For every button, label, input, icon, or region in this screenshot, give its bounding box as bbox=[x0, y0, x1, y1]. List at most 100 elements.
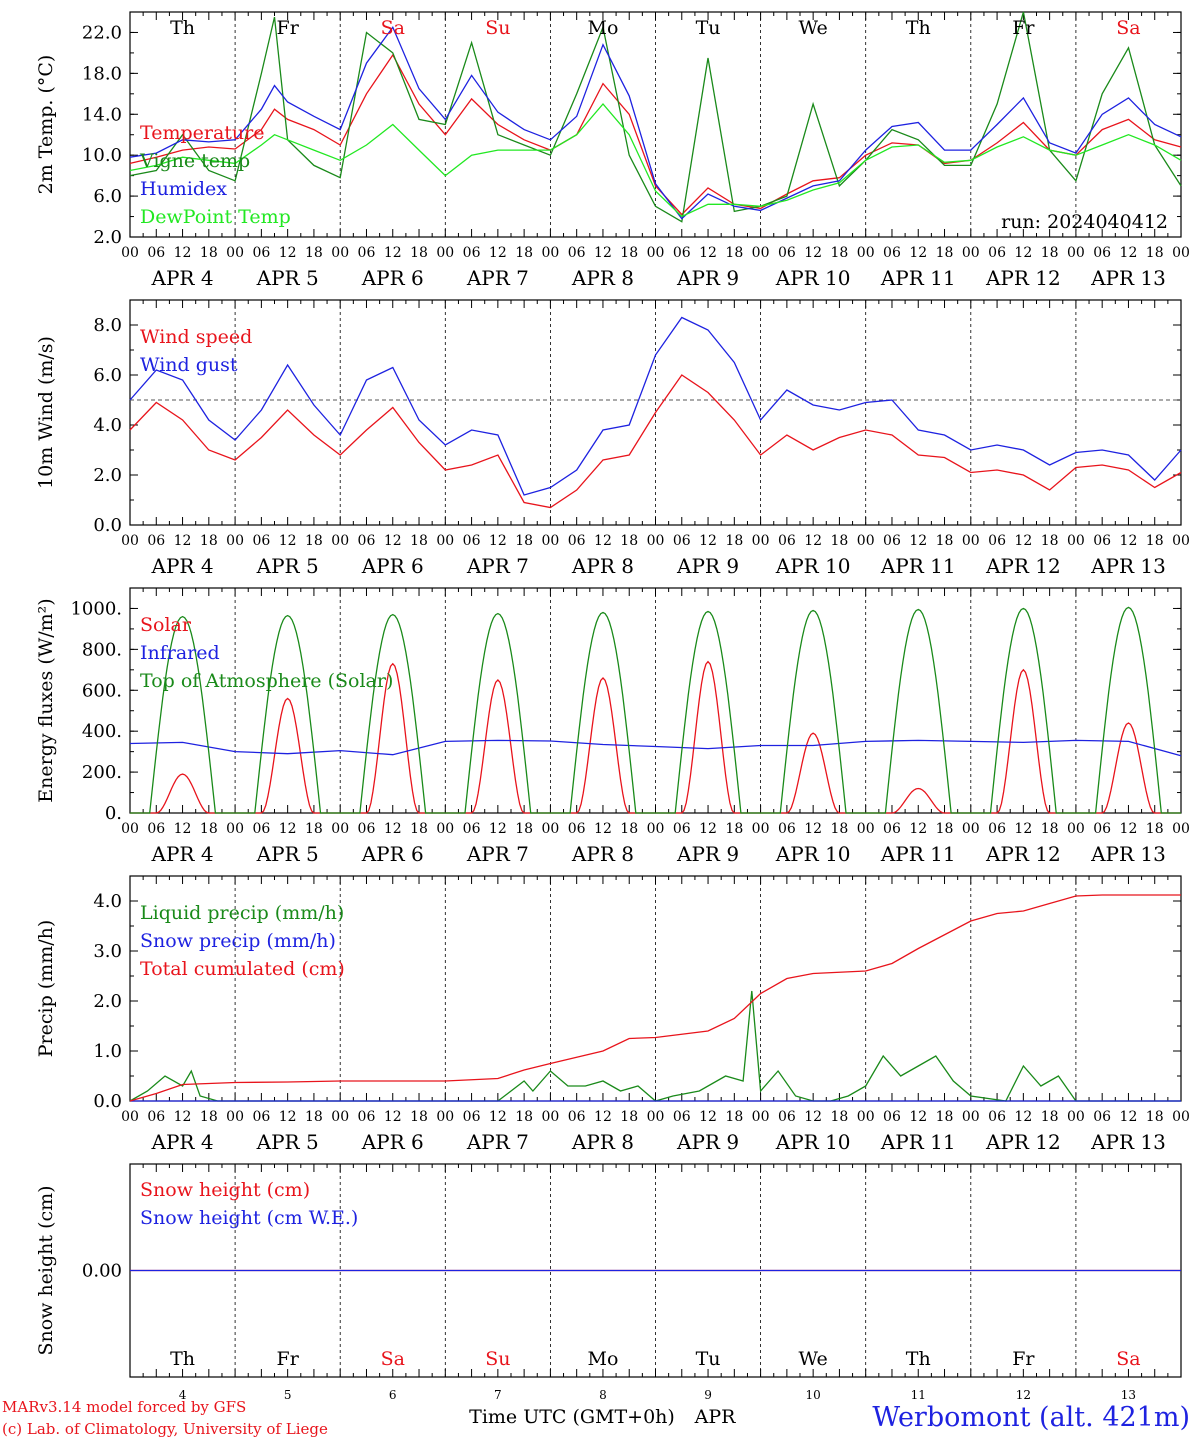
hour-tick-label: 18 bbox=[831, 533, 849, 549]
hour-tick-label: 00 bbox=[857, 1109, 875, 1125]
y-tick-label: 6.0 bbox=[93, 186, 122, 207]
hour-tick-label: 06 bbox=[358, 1109, 376, 1125]
hour-tick-label: 06 bbox=[778, 1109, 796, 1125]
day-number-label: 10 bbox=[806, 1388, 821, 1402]
hour-tick-label: 12 bbox=[594, 1109, 612, 1125]
hour-tick-label: 18 bbox=[936, 1109, 954, 1125]
hour-tick-label: 06 bbox=[673, 1109, 691, 1125]
hour-tick-label: 06 bbox=[252, 821, 270, 837]
hour-tick-label: 06 bbox=[358, 533, 376, 549]
y-tick-label: 2.0 bbox=[93, 227, 122, 248]
hour-tick-label: 12 bbox=[1014, 533, 1032, 549]
day-number-label: 13 bbox=[1121, 1388, 1136, 1402]
date-label: APR 7 bbox=[466, 842, 529, 866]
date-label: APR 4 bbox=[151, 266, 214, 290]
hour-tick-label: 18 bbox=[1041, 533, 1059, 549]
hour-tick-label: 12 bbox=[174, 821, 192, 837]
hour-tick-label: 00 bbox=[1172, 245, 1190, 261]
hour-tick-label: 00 bbox=[436, 533, 454, 549]
y-tick-label: 1000. bbox=[70, 598, 122, 619]
date-label: APR 5 bbox=[256, 554, 319, 578]
hour-tick-label: 18 bbox=[620, 245, 638, 261]
hour-tick-label: 00 bbox=[121, 821, 139, 837]
legend-entry: Humidex bbox=[140, 178, 227, 200]
hour-tick-label: 06 bbox=[463, 1109, 481, 1125]
hour-tick-label: 12 bbox=[279, 245, 297, 261]
hour-tick-label: 00 bbox=[436, 245, 454, 261]
legend-entry: Solar bbox=[140, 614, 192, 636]
date-label: APR 6 bbox=[361, 842, 424, 866]
date-label: APR 7 bbox=[466, 266, 529, 290]
hour-tick-label: 18 bbox=[1041, 1109, 1059, 1125]
hour-tick-label: 18 bbox=[1041, 821, 1059, 837]
hour-tick-label: 06 bbox=[778, 245, 796, 261]
hour-tick-label: 12 bbox=[699, 821, 717, 837]
weekday-label: Th bbox=[906, 1348, 931, 1370]
y-tick-label: 600. bbox=[82, 680, 122, 701]
hour-tick-label: 18 bbox=[200, 821, 218, 837]
hour-tick-label: 00 bbox=[1067, 245, 1085, 261]
day-number-label: 9 bbox=[704, 1388, 712, 1402]
weekday-label: Su bbox=[485, 1348, 510, 1370]
hour-tick-label: 18 bbox=[515, 821, 533, 837]
date-label: APR 5 bbox=[256, 1130, 319, 1154]
hour-tick-label: 12 bbox=[174, 533, 192, 549]
hour-tick-label: 12 bbox=[594, 821, 612, 837]
time-axis-label: Time UTC (GMT+0h) bbox=[469, 1406, 675, 1428]
y-tick-label: 1.0 bbox=[93, 1041, 122, 1062]
hour-tick-label: 18 bbox=[620, 1109, 638, 1125]
legend-entry: Wind gust bbox=[140, 354, 238, 376]
hour-tick-label: 00 bbox=[541, 1109, 559, 1125]
y-tick-label: 3.0 bbox=[93, 941, 122, 962]
hour-tick-label: 12 bbox=[489, 821, 507, 837]
hour-tick-label: 06 bbox=[883, 245, 901, 261]
hour-tick-label: 12 bbox=[1014, 245, 1032, 261]
hour-tick-label: 12 bbox=[699, 245, 717, 261]
hour-tick-label: 00 bbox=[121, 245, 139, 261]
run-label: run: 2024040412 bbox=[1001, 211, 1168, 233]
hour-tick-label: 12 bbox=[384, 533, 402, 549]
hour-tick-label: 18 bbox=[200, 245, 218, 261]
hour-tick-label: 06 bbox=[778, 821, 796, 837]
date-label: APR 8 bbox=[571, 554, 634, 578]
hour-tick-label: 06 bbox=[147, 821, 165, 837]
hour-tick-label: 12 bbox=[909, 245, 927, 261]
hour-tick-label: 18 bbox=[305, 821, 323, 837]
hour-tick-label: 00 bbox=[962, 821, 980, 837]
hour-tick-label: 12 bbox=[909, 1109, 927, 1125]
hour-tick-label: 06 bbox=[147, 1109, 165, 1125]
weekday-label: Fr bbox=[277, 1348, 300, 1370]
hour-tick-label: 06 bbox=[673, 533, 691, 549]
hour-tick-label: 12 bbox=[909, 821, 927, 837]
y-tick-label: 10.0 bbox=[82, 145, 122, 166]
date-label: APR 4 bbox=[151, 554, 214, 578]
y-tick-label: 8.0 bbox=[93, 315, 122, 336]
legend-entry: Top of Atmosphere (Solar) bbox=[140, 670, 393, 692]
series-line-dewpoint-temp bbox=[129, 102, 1182, 218]
series-line-vigne-temp bbox=[129, 11, 1182, 223]
hour-tick-label: 12 bbox=[699, 533, 717, 549]
hour-tick-label: 18 bbox=[831, 1109, 849, 1125]
hour-tick-label: 18 bbox=[305, 1109, 323, 1125]
y-tick-label: 22.0 bbox=[82, 22, 122, 43]
date-label: APR 10 bbox=[775, 1130, 851, 1154]
hour-tick-label: 00 bbox=[226, 245, 244, 261]
weekday-label: Tu bbox=[696, 1348, 721, 1370]
hour-tick-label: 12 bbox=[804, 821, 822, 837]
weekday-label: Su bbox=[485, 17, 510, 39]
weekday-label: Sa bbox=[1116, 17, 1140, 39]
hour-tick-label: 18 bbox=[305, 245, 323, 261]
weekday-label: We bbox=[799, 17, 828, 39]
hour-tick-label: 18 bbox=[515, 533, 533, 549]
hour-tick-label: 12 bbox=[1120, 1109, 1138, 1125]
date-label: APR 10 bbox=[775, 266, 851, 290]
date-label: APR 9 bbox=[676, 554, 739, 578]
hour-tick-label: 12 bbox=[1014, 1109, 1032, 1125]
hour-tick-label: 00 bbox=[962, 1109, 980, 1125]
date-label: APR 6 bbox=[361, 266, 424, 290]
series-line-total-cumulated-cm bbox=[129, 894, 1181, 1102]
panel-frame bbox=[129, 11, 1182, 238]
hour-tick-label: 06 bbox=[1093, 1109, 1111, 1125]
day-number-label: 12 bbox=[1016, 1388, 1031, 1402]
